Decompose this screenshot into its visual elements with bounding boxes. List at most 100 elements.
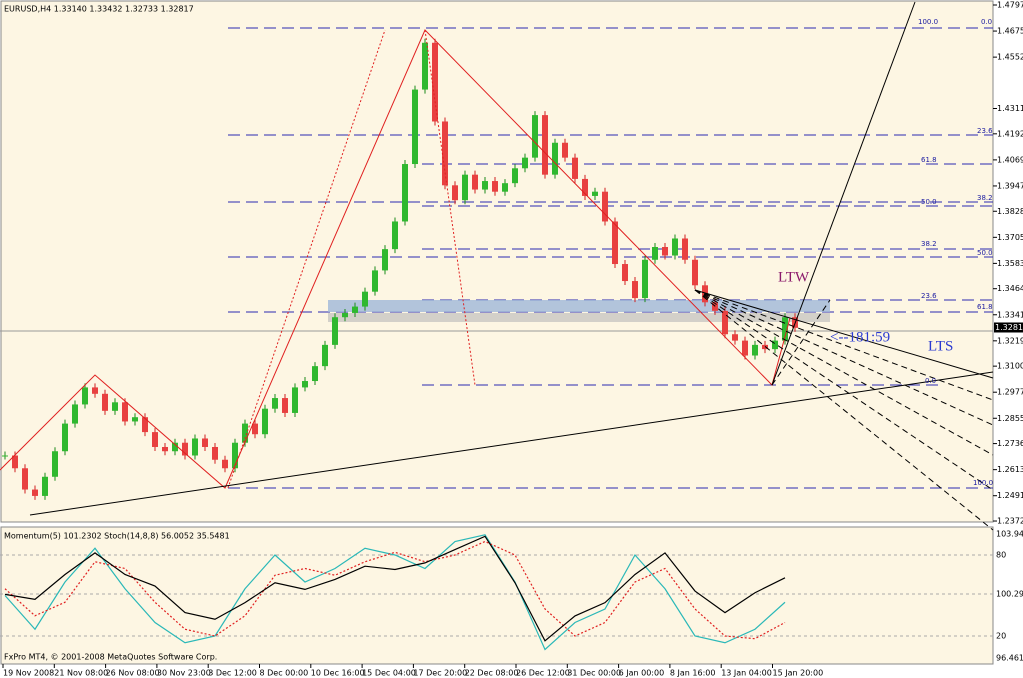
- fib-label: 50.0: [977, 249, 993, 257]
- time-label: 8 Jan 16:00: [670, 669, 716, 678]
- candle-body: [172, 442, 178, 452]
- price-label: 1.46750: [997, 27, 1023, 36]
- candle-body: [162, 446, 168, 452]
- candle-body: [202, 438, 208, 447]
- support-zone: [328, 313, 830, 322]
- fib-label: 100.0: [973, 479, 993, 487]
- current-price-label: 1.32817: [995, 323, 1023, 332]
- candle-body: [732, 334, 738, 341]
- time-label: 13 Jan 04:00: [721, 669, 772, 678]
- candle-body: [582, 178, 588, 196]
- candle-body: [222, 459, 228, 469]
- fib-label: 38.2: [977, 194, 993, 202]
- candle-body: [282, 398, 288, 413]
- candle-body: [532, 115, 538, 158]
- candle-body: [722, 310, 728, 335]
- price-label: 1.31000: [997, 362, 1023, 371]
- resistance-zone: [328, 300, 830, 312]
- countdown-label: <--181:59: [830, 329, 890, 345]
- candle-body: [662, 247, 668, 256]
- candle-body: [472, 174, 478, 190]
- time-label: 26 Nov 08:00: [106, 669, 160, 678]
- price-label: 1.47975: [997, 1, 1023, 10]
- candle-body: [12, 455, 18, 469]
- stoch-main: [4, 534, 786, 651]
- fib-label: 100.0: [918, 18, 938, 26]
- time-label: 15 Dec 04:00: [362, 669, 416, 678]
- candle-body: [32, 489, 38, 496]
- price-label: 1.37055: [997, 233, 1023, 242]
- candle-body: [572, 157, 578, 179]
- candle-body: [192, 438, 198, 456]
- candle-body: [52, 451, 58, 477]
- price-label: 1.41920: [997, 129, 1023, 138]
- fib-label: 23.6: [977, 127, 993, 135]
- candle-body: [312, 366, 318, 382]
- candle-body: [382, 249, 388, 271]
- indicator-axis-label: 96.4615: [996, 654, 1023, 663]
- candle-body: [302, 381, 308, 388]
- price-label: 1.26135: [997, 465, 1023, 474]
- candle-body: [102, 393, 108, 411]
- candle-body: [422, 42, 428, 90]
- time-label: 26 Dec 12:00: [516, 669, 570, 678]
- candle-body: [562, 142, 568, 158]
- candle-body: [592, 191, 598, 196]
- candle-body: [2, 455, 8, 457]
- symbol-header: EURUSD,H4 1.33140 1.33432 1.32733 1.3281…: [4, 5, 194, 14]
- candle-body: [92, 387, 98, 394]
- price-label: 1.45525: [997, 53, 1023, 62]
- drawings: [0, 1, 994, 531]
- candle-body: [522, 157, 528, 169]
- candle-body: [392, 221, 398, 250]
- indicator-axis-label: 103.9417: [996, 530, 1023, 539]
- fib-label: 61.8: [977, 303, 993, 311]
- indicator-panel: [0, 526, 994, 665]
- candle-body: [142, 417, 148, 433]
- candle-body: [342, 312, 348, 318]
- fib-label: 23.6: [921, 292, 937, 300]
- candle-body: [552, 142, 558, 175]
- time-label: 6 Jan 00:00: [619, 669, 665, 678]
- candle-body: [42, 476, 48, 496]
- candle-body: [742, 340, 748, 356]
- candle-body: [82, 387, 88, 405]
- price-label: 1.33415: [997, 310, 1023, 319]
- time-label: 15 Jan 20:00: [773, 669, 824, 678]
- price-label: 1.38280: [997, 207, 1023, 216]
- price-label: 1.24910: [997, 491, 1023, 500]
- indicator-axis-label: 80: [996, 551, 1006, 560]
- candle-body: [452, 185, 458, 201]
- price-label: 1.39470: [997, 181, 1023, 190]
- candle-body: [122, 402, 128, 422]
- candle-body: [372, 270, 378, 292]
- price-label: 1.27360: [997, 439, 1023, 448]
- time-label: 3 Dec 12:00: [208, 669, 257, 678]
- candle-body: [772, 340, 778, 350]
- time-label: 22 Dec 08:00: [465, 669, 519, 678]
- time-label: 31 Dec 00:00: [567, 669, 621, 678]
- candle-body: [632, 281, 638, 299]
- price-label: 1.32190: [997, 336, 1023, 345]
- candle-body: [502, 183, 508, 192]
- price-label: 1.28550: [997, 414, 1023, 423]
- price-label: 1.40695: [997, 155, 1023, 164]
- time-label: 30 Nov 23:00: [157, 669, 211, 678]
- time-label: 10 Dec 16:00: [311, 669, 365, 678]
- fib-label: 38.2: [921, 240, 937, 248]
- candle-body: [682, 238, 688, 260]
- candle-body: [402, 164, 408, 222]
- indicator-header: Momentum(5) 101.2302 Stoch(14,8,8) 56.00…: [4, 532, 230, 541]
- candle-body: [232, 442, 238, 469]
- price-label: 1.35830: [997, 259, 1023, 268]
- candle-body: [482, 181, 488, 190]
- candle-body: [672, 238, 678, 256]
- candle-body: [612, 221, 618, 265]
- fib-label: 50.0: [921, 198, 937, 206]
- candle-body: [752, 344, 758, 356]
- indicator-axis-label: 20: [996, 632, 1006, 641]
- candle-body: [362, 291, 368, 307]
- price-panel: [0, 0, 994, 523]
- candle-body: [352, 306, 358, 313]
